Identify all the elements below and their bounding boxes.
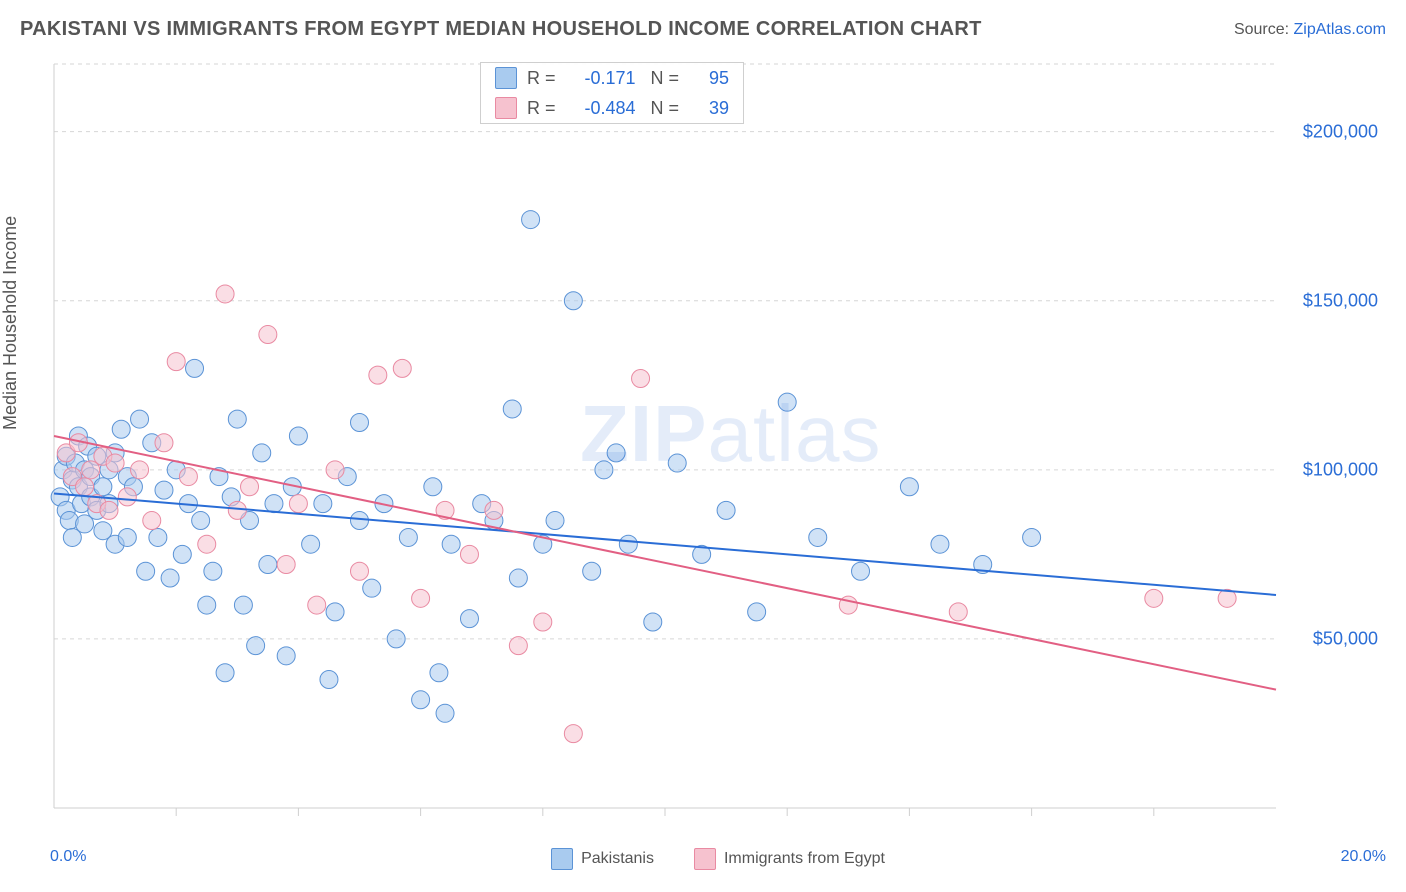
y-axis-label: Median Household Income: [0, 216, 21, 430]
stats-row: R = -0.484 N = 39: [481, 93, 743, 123]
legend-bottom: Pakistanis Immigrants from Egypt: [50, 848, 1386, 870]
swatch-icon: [551, 848, 573, 870]
legend-label: Pakistanis: [581, 850, 654, 868]
stat-r-value: -0.484: [566, 98, 636, 119]
legend-item: Pakistanis: [551, 848, 654, 870]
stat-label: N =: [646, 68, 680, 89]
stat-label: R =: [527, 68, 556, 89]
stat-label: R =: [527, 98, 556, 119]
y-tick-label: $150,000: [1303, 290, 1378, 311]
y-tick-label: $200,000: [1303, 121, 1378, 142]
plot-area: ZIPatlas $50,000$100,000$150,000$200,000: [50, 58, 1386, 838]
chart-title: PAKISTANI VS IMMIGRANTS FROM EGYPT MEDIA…: [20, 18, 982, 41]
y-tick-label: $100,000: [1303, 459, 1378, 480]
swatch-icon: [694, 848, 716, 870]
stats-legend-box: R = -0.171 N = 95 R = -0.484 N = 39: [480, 62, 744, 124]
swatch-icon: [495, 67, 517, 89]
stat-n-value: 39: [689, 98, 729, 119]
source-label: Source: ZipAtlas.com: [1234, 21, 1386, 39]
stats-row: R = -0.171 N = 95: [481, 63, 743, 93]
stat-label: N =: [646, 98, 680, 119]
legend-label: Immigrants from Egypt: [724, 850, 885, 868]
swatch-icon: [495, 97, 517, 119]
source-prefix: Source:: [1234, 21, 1294, 38]
stat-r-value: -0.171: [566, 68, 636, 89]
y-tick-label: $50,000: [1313, 628, 1378, 649]
scatter-chart: [50, 58, 1386, 838]
legend-item: Immigrants from Egypt: [694, 848, 885, 870]
stat-n-value: 95: [689, 68, 729, 89]
source-link[interactable]: ZipAtlas.com: [1294, 21, 1386, 38]
